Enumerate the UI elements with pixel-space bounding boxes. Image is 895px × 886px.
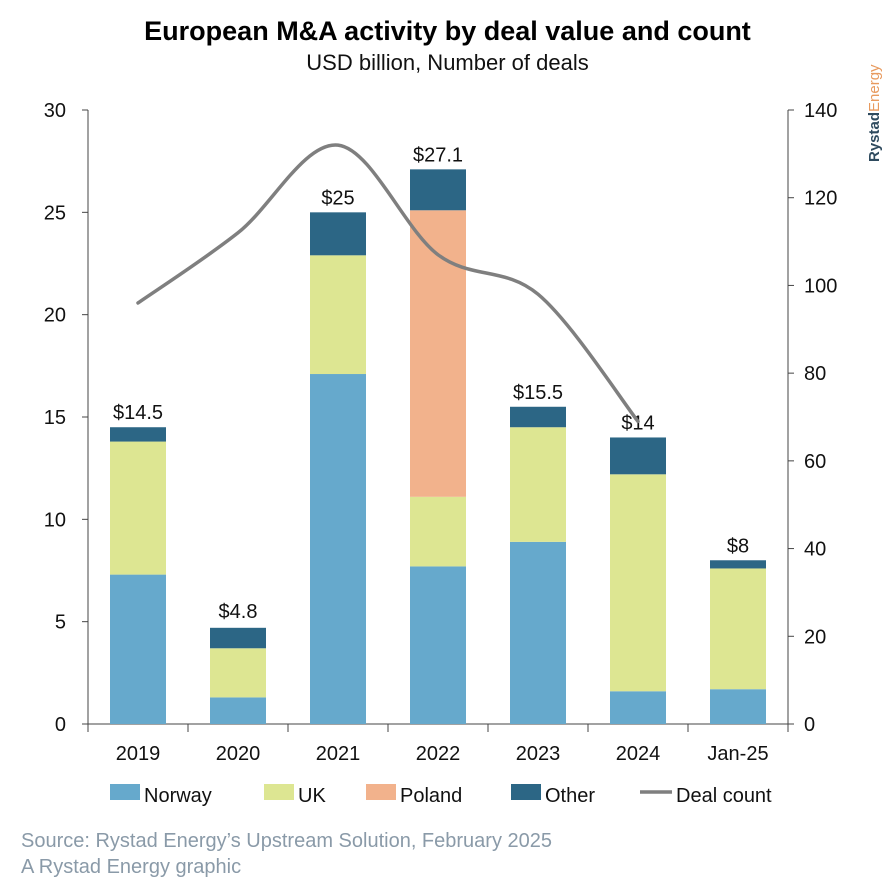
y-right-tick-label: 0 <box>804 714 815 736</box>
bar-other <box>210 627 266 649</box>
bar-norway <box>410 566 466 724</box>
y-right-tick-label: 60 <box>804 451 826 473</box>
bar-other <box>510 406 566 428</box>
legend-label-deal-count: Deal count <box>676 785 772 807</box>
legend-swatch-poland <box>366 784 396 800</box>
y-right-tick-label: 80 <box>804 363 826 385</box>
y-left-tick-label: 0 <box>55 714 66 736</box>
bar-uk <box>510 427 566 542</box>
credit-text: A Rystad Energy graphic <box>21 856 242 878</box>
chart-subtitle: USD billion, Number of deals <box>306 50 589 75</box>
deal-count-line <box>136 143 640 424</box>
bar-norway <box>210 697 266 724</box>
bar-total-label: $8 <box>727 535 749 557</box>
x-tick-label: 2019 <box>116 743 161 765</box>
bar-total-label: $4.8 <box>219 601 258 623</box>
legend-swatch-uk <box>264 784 294 800</box>
bar-uk <box>410 496 466 567</box>
chart: 0 5 10 15 20 25 30 0 20 40 60 80 100 120 140 2019 2020 20… <box>44 100 838 807</box>
x-tick-label: 2020 <box>216 743 261 765</box>
y-left-tick-label: 10 <box>44 509 66 531</box>
y-left-tick-label: 15 <box>44 407 66 429</box>
bar-uk <box>210 648 266 698</box>
source-note: Source: Rystad Energy’s Upstream Solutio… <box>21 828 552 880</box>
y-left-tick-label: 30 <box>44 100 66 122</box>
bar-total-label: $15.5 <box>513 382 563 404</box>
bar-other <box>710 560 766 569</box>
bar-other <box>410 169 466 211</box>
bar-norway <box>710 689 766 724</box>
legend-label-uk: UK <box>298 785 326 807</box>
bar-uk <box>110 441 166 575</box>
legend-label-norway: Norway <box>144 785 212 807</box>
svg-text:RystadEnergy: RystadEnergy <box>866 64 883 162</box>
bar-other <box>110 427 166 442</box>
brand-logo: RystadEnergy <box>866 64 883 162</box>
bar-norway <box>110 574 166 724</box>
bar-norway <box>310 374 366 724</box>
chart-title: European M&A activity by deal value and … <box>144 16 751 46</box>
x-tick-label: 2023 <box>516 743 561 765</box>
legend-label-poland: Poland <box>400 785 462 807</box>
bar-uk <box>610 474 666 692</box>
bar-total-label: $27.1 <box>413 144 463 166</box>
bar-total-label: $14 <box>621 412 654 434</box>
bar-other <box>310 212 366 256</box>
x-tick-label: 2022 <box>416 743 461 765</box>
x-tick-label: 2021 <box>316 743 361 765</box>
y-left-tick-label: 5 <box>55 612 66 634</box>
source-text: Source: Rystad Energy’s Upstream Solutio… <box>21 830 553 852</box>
legend-swatch-other <box>511 784 541 800</box>
bar-poland <box>410 210 466 497</box>
bar-norway <box>510 541 566 724</box>
bar-norway <box>610 691 666 724</box>
x-tick-label: Jan-25 <box>707 743 768 765</box>
bar-other <box>610 437 666 475</box>
bar-uk <box>710 568 766 690</box>
legend-label-other: Other <box>545 785 595 807</box>
bar-total-label: $14.5 <box>113 402 163 424</box>
y-right-tick-label: 20 <box>804 626 826 648</box>
x-tick-label: 2024 <box>616 743 661 765</box>
y-right-tick-label: 40 <box>804 539 826 561</box>
legend-swatch-norway <box>110 784 140 800</box>
y-right-tick-label: 100 <box>804 275 837 297</box>
y-right-tick-label: 140 <box>804 100 837 122</box>
bar-uk <box>310 255 366 375</box>
y-right-tick-label: 120 <box>804 188 837 210</box>
y-left-tick-label: 20 <box>44 305 66 327</box>
bar-total-label: $25 <box>321 187 354 209</box>
y-left-tick-label: 25 <box>44 202 66 224</box>
